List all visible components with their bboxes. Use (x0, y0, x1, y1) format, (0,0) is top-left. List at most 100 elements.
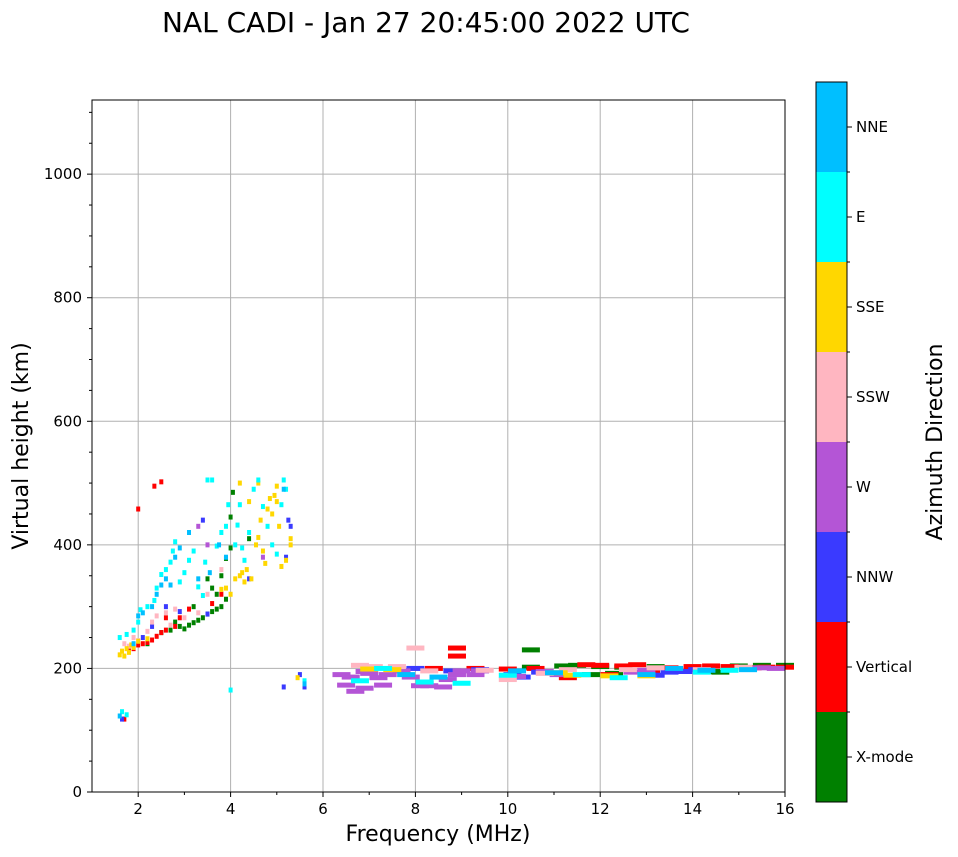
data-point (223, 554, 228, 560)
data-point (173, 554, 178, 560)
data-point (159, 582, 164, 588)
data-point (646, 672, 665, 678)
data-point (263, 560, 268, 566)
data-point (240, 570, 245, 576)
data-point (498, 672, 517, 678)
data-point (383, 667, 402, 673)
data-point (288, 536, 293, 542)
data-point (196, 617, 201, 623)
data-point (228, 591, 233, 597)
data-point (415, 679, 434, 685)
colorbar-segment (816, 712, 847, 802)
data-point (637, 672, 656, 678)
data-point (203, 559, 208, 565)
data-point (129, 642, 134, 648)
x-tick-label: 12 (591, 800, 610, 818)
data-point (219, 586, 224, 592)
data-point (274, 499, 279, 505)
data-point (136, 642, 141, 648)
data-point (438, 677, 457, 683)
data-point (223, 523, 228, 529)
data-point (256, 480, 261, 486)
x-tick-label: 14 (683, 800, 702, 818)
data-point (138, 607, 143, 613)
data-point (674, 669, 693, 675)
colorbar-frame (815, 81, 848, 803)
data-point (152, 597, 157, 603)
data-point (196, 584, 201, 590)
data-point (274, 551, 279, 557)
data-point (697, 667, 716, 673)
data-point (302, 681, 307, 687)
data-point (210, 601, 215, 607)
data-point (272, 492, 277, 498)
data-point (117, 652, 122, 658)
data-point (177, 615, 182, 621)
chart-title: NAL CADI - Jan 27 20:45:00 2022 UTC (162, 6, 690, 39)
data-point (200, 615, 205, 621)
data-point (279, 563, 284, 569)
data-point (219, 573, 224, 579)
data-point (145, 628, 150, 634)
data-point (131, 627, 136, 633)
data-point (219, 604, 224, 610)
x-tick-label: 6 (318, 800, 328, 818)
data-point (196, 523, 201, 529)
data-point (277, 523, 282, 529)
data-point (168, 627, 173, 633)
data-point (360, 670, 379, 676)
data-point (568, 662, 587, 668)
data-point (177, 609, 182, 615)
data-point (581, 672, 600, 678)
data-point (223, 585, 228, 591)
data-point (205, 611, 210, 617)
data-point (646, 665, 665, 671)
data-point (350, 662, 369, 668)
data-point (140, 610, 145, 616)
data-point (200, 517, 205, 523)
data-point (140, 641, 145, 647)
data-point (295, 675, 300, 681)
data-point (355, 685, 374, 691)
data-point (374, 682, 393, 688)
colorbar-tick-label: NNE (856, 118, 888, 136)
data-point (237, 573, 242, 579)
data-point (420, 668, 439, 674)
data-point (173, 619, 178, 625)
data-point (683, 664, 702, 670)
data-point (254, 542, 259, 548)
data-point (177, 545, 182, 551)
data-point (210, 609, 215, 615)
data-point (260, 548, 265, 554)
data-point (120, 709, 125, 715)
data-point (124, 631, 129, 637)
data-point (163, 604, 168, 610)
data-point (154, 585, 159, 591)
data-point (387, 664, 406, 670)
data-point (122, 641, 127, 647)
data-point (173, 606, 178, 612)
data-point (374, 665, 393, 671)
data-point (251, 486, 256, 492)
data-point (145, 639, 150, 645)
data-point (247, 536, 252, 542)
data-point (205, 477, 210, 483)
x-tick-label: 4 (226, 800, 236, 818)
colorbar-segment (816, 622, 847, 712)
data-point (260, 554, 265, 560)
data-point (214, 591, 219, 597)
colorbar-segment (816, 262, 847, 352)
data-point (235, 522, 240, 528)
data-point (140, 635, 145, 641)
data-point (420, 683, 439, 689)
data-point (260, 504, 265, 510)
data-point (187, 557, 192, 563)
data-point (159, 479, 164, 485)
data-point (392, 668, 411, 674)
y-tick-label: 600 (53, 412, 82, 430)
data-point (256, 534, 261, 540)
data-point (242, 557, 247, 563)
data-point (739, 667, 758, 673)
colorbar-tick-label: E (856, 208, 865, 226)
colorbar-tick-label: NNW (856, 568, 893, 586)
